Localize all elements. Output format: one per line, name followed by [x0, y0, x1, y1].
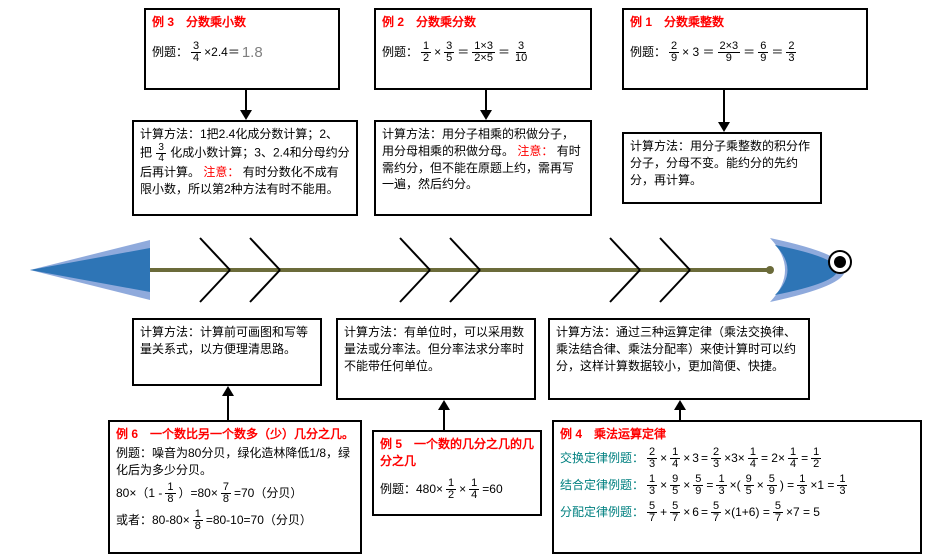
ex5-post: =60	[482, 481, 502, 498]
example-3-frac: 34	[191, 41, 201, 64]
b6-text: 计算方法：计算前可画图和写等量关系式，以方便理清思路。	[140, 325, 308, 356]
ex6-l3-pre: 或者：80-80×	[116, 512, 190, 529]
ex2-f2: 35	[444, 41, 454, 64]
example-1-title: 例 1 分数乘整数	[630, 14, 860, 31]
arrow-down-icon	[714, 90, 734, 132]
ex2-eq2: ＝	[498, 44, 510, 61]
example-3-times: ×2.4＝	[204, 44, 240, 61]
ex5-f1: 12	[446, 478, 456, 501]
example-1-label: 例题：	[630, 44, 666, 61]
arrow-down-icon	[476, 90, 496, 120]
ex5-pre: 例题：480×	[380, 481, 443, 498]
m3-frac: 34	[156, 143, 166, 164]
m1-text: 计算方法：用分子乘整数的积分作分子，分母不变。能约分的先约分，再计算。	[630, 139, 810, 187]
ex2-eq1: ＝	[457, 44, 469, 61]
example-6-box: 例 6 一个数比另一个数多（少）几分之几。 例题：噪音为80分贝，绿化造林降低1…	[108, 420, 362, 554]
method-3-box: 计算方法：1把2.4化成分数计算；2、把 34 化成小数计算；3、2.4和分母约…	[132, 120, 358, 216]
example-2-label: 例题：	[382, 44, 418, 61]
ex6-f1: 18	[165, 482, 175, 505]
ex6-line1: 例题：噪音为80分贝，绿化造林降低1/8，绿化后为多少分贝。	[116, 445, 354, 479]
method-4-box: 计算方法：通过三种运算定律（乘法交换律、乘法结合律、乘法分配率）来使计算时可以约…	[548, 318, 810, 400]
ex1-f3: 69	[758, 41, 768, 64]
method-1-box: 计算方法：用分子乘整数的积分作分子，分母不变。能约分的先约分，再计算。	[622, 132, 822, 204]
example-1-box: 例 1 分数乘整数 例题： 29 × 3 ＝ 2×39 ＝ 69 ＝ 23	[622, 8, 868, 90]
ex2-f4: 310	[513, 41, 529, 64]
ex5-title: 例 5 一个数的几分之几的几分之几	[380, 436, 534, 470]
ex6-f3: 18	[193, 509, 203, 532]
arrow-up-icon	[434, 400, 454, 430]
method-2-box: 计算方法：用分子相乘的积做分子，用分母相乘的积做分母。 注意： 有时需约分，但不…	[374, 120, 592, 216]
ex1-f1: 29	[669, 41, 679, 64]
example-4-box: 例 4 乘法运算定律 交换定律例题： 23 × 14 ×3 = 23 ×3× 1…	[552, 420, 922, 554]
ex1-f4: 23	[786, 41, 796, 64]
ex1-op: × 3 ＝	[682, 44, 714, 61]
ex6-f2: 78	[221, 482, 231, 505]
arrow-down-icon	[236, 90, 256, 120]
ex2-f3: 1×32×5	[472, 41, 495, 64]
b5-text: 计算方法：有单位时，可以采用数量法或分率法。但分率法求分率时不能带任何单位。	[344, 325, 524, 373]
ex2-op1: ×	[434, 44, 441, 61]
b4-text: 计算方法：通过三种运算定律（乘法交换律、乘法结合律、乘法分配率）来使计算时可以约…	[556, 325, 796, 373]
example-3-box: 例 3 分数乘小数 例题： 34 ×2.4＝ 1.8	[144, 8, 340, 90]
example-3-title: 例 3 分数乘小数	[152, 14, 332, 31]
ex1-eq2: ＝	[771, 44, 783, 61]
ex6-post2: =80-10=70（分贝）	[206, 512, 312, 529]
arrow-up-icon	[218, 386, 238, 420]
ex6-l2-pre: 80×（1 -	[116, 485, 162, 502]
ex4-r2-label: 结合定律例题：	[560, 477, 644, 494]
ex6-mid1: ）=80×	[179, 485, 218, 502]
example-3-label: 例题：	[152, 44, 188, 61]
ex4-r3-label: 分配定律例题：	[560, 504, 644, 521]
ex5-f2: 14	[469, 478, 479, 501]
ex6-post1: =70（分贝）	[234, 485, 302, 502]
ex4-title: 例 4 乘法运算定律	[560, 426, 914, 443]
example-3-result: 1.8	[242, 42, 263, 63]
example-2-title: 例 2 分数乘分数	[382, 14, 584, 31]
fishbone-diagram	[0, 220, 931, 320]
arrow-up-icon	[670, 400, 690, 420]
method-6-box: 计算方法：计算前可画图和写等量关系式，以方便理清思路。	[132, 318, 322, 386]
ex1-f2: 2×39	[718, 41, 741, 64]
ex1-eq: ＝	[743, 44, 755, 61]
ex5-mid: ×	[459, 481, 466, 498]
method-5-box: 计算方法：有单位时，可以采用数量法或分率法。但分率法求分率时不能带任何单位。	[336, 318, 536, 400]
ex4-r1-label: 交换定律例题：	[560, 450, 644, 467]
m3-warn: 注意：	[203, 165, 239, 179]
m2-warn: 注意：	[517, 144, 553, 158]
example-2-box: 例 2 分数乘分数 例题： 12 × 35 ＝ 1×32×5 ＝ 310	[374, 8, 592, 90]
example-5-box: 例 5 一个数的几分之几的几分之几 例题：480× 12 × 14 =60	[372, 430, 542, 516]
ex6-title: 例 6 一个数比另一个数多（少）几分之几。	[116, 426, 354, 443]
ex2-f1: 12	[421, 41, 431, 64]
